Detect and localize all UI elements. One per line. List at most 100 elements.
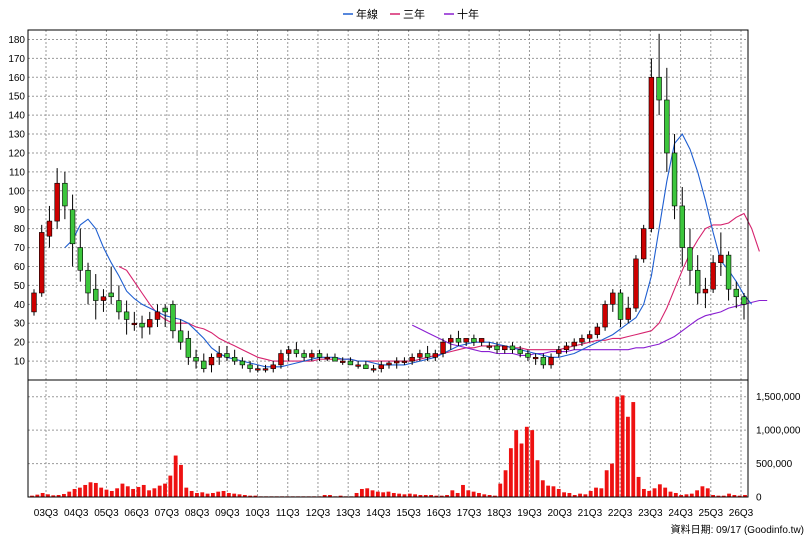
volume-bar bbox=[636, 476, 641, 497]
candle bbox=[640, 224, 647, 263]
candle bbox=[702, 277, 709, 309]
price-panel-frame bbox=[27, 29, 749, 381]
candle bbox=[710, 255, 716, 293]
candle bbox=[556, 345, 562, 358]
ma-3yr-line bbox=[118, 212, 760, 362]
candle bbox=[548, 353, 554, 369]
volume-bar bbox=[615, 396, 620, 497]
candle bbox=[401, 357, 408, 365]
candles bbox=[31, 33, 747, 373]
volume-bar bbox=[647, 490, 652, 497]
volume-bar bbox=[72, 488, 77, 497]
price-tick-label: 40 bbox=[14, 300, 26, 311]
candle-body-up bbox=[633, 258, 639, 309]
candle bbox=[85, 262, 91, 305]
volume-bar bbox=[413, 494, 418, 497]
volume-bar bbox=[216, 491, 221, 497]
candle-body-up bbox=[440, 341, 446, 354]
volume-bar bbox=[88, 482, 93, 497]
candle-body-up bbox=[131, 322, 138, 326]
candle bbox=[610, 289, 616, 312]
candle bbox=[633, 255, 639, 312]
volume-bar bbox=[673, 492, 678, 497]
volume-bar bbox=[620, 395, 625, 497]
price-tick-label: 10 bbox=[14, 357, 26, 368]
candle-body-down bbox=[656, 76, 662, 101]
volume-bar bbox=[743, 494, 747, 497]
price-tick-label: 70 bbox=[14, 243, 26, 254]
candle-body-up bbox=[548, 356, 554, 366]
volume-tick-label: 0 bbox=[756, 493, 762, 504]
volume-bar bbox=[56, 494, 61, 497]
price-tick-label: 100 bbox=[8, 186, 25, 197]
ma-10yr-line bbox=[411, 299, 768, 356]
candle bbox=[486, 342, 493, 350]
candle bbox=[139, 315, 145, 339]
volume-bar bbox=[732, 494, 737, 497]
volume-bar bbox=[556, 488, 561, 497]
volume-bar bbox=[418, 494, 423, 497]
candle bbox=[563, 342, 570, 354]
price-tick-label: 60 bbox=[14, 262, 26, 273]
volume-bar bbox=[727, 493, 731, 497]
volume-bar bbox=[83, 484, 88, 497]
candle-body-up bbox=[463, 338, 469, 343]
volume-bar bbox=[253, 495, 258, 497]
candle-body-up bbox=[324, 356, 330, 360]
candle bbox=[332, 353, 338, 362]
candle bbox=[579, 334, 585, 346]
grid bbox=[28, 30, 748, 497]
candle-body-down bbox=[517, 349, 523, 354]
volume-bar bbox=[40, 492, 45, 497]
x-tick-label: 03Q3 bbox=[34, 508, 59, 519]
volume-bar bbox=[423, 494, 428, 497]
x-tick-label: 04Q3 bbox=[64, 508, 89, 519]
candle-body-up bbox=[571, 341, 577, 347]
volume-bar bbox=[689, 493, 694, 497]
candle-body-up bbox=[710, 262, 716, 290]
x-tick-label: 25Q3 bbox=[699, 508, 724, 519]
candle bbox=[69, 194, 76, 267]
volume-bar bbox=[610, 463, 614, 497]
volume-bar bbox=[46, 494, 50, 497]
volume-bar bbox=[572, 494, 577, 497]
volume-bar bbox=[109, 490, 114, 497]
candle bbox=[62, 171, 68, 220]
volume-bars bbox=[30, 395, 747, 497]
candle-body-down bbox=[741, 296, 747, 305]
candle bbox=[46, 205, 53, 248]
candle-body-up bbox=[100, 296, 107, 301]
x-tick-label: 10Q3 bbox=[245, 508, 270, 519]
volume-bar bbox=[594, 487, 598, 497]
volume-bar bbox=[455, 492, 460, 497]
candle bbox=[671, 134, 678, 220]
candle bbox=[432, 349, 438, 362]
candle-body-up bbox=[640, 228, 647, 260]
candle bbox=[424, 345, 431, 362]
candle-body-down bbox=[679, 205, 685, 248]
volume-bar bbox=[439, 495, 444, 497]
candle bbox=[463, 338, 469, 346]
volume-bar bbox=[381, 492, 386, 497]
x-tick-label: 08Q3 bbox=[185, 508, 210, 519]
candle bbox=[162, 304, 168, 328]
candle bbox=[725, 251, 732, 301]
volume-bar bbox=[77, 487, 82, 497]
candle bbox=[664, 67, 670, 172]
volume-bar bbox=[461, 484, 465, 497]
volume-bar bbox=[429, 494, 433, 497]
volume-bar bbox=[482, 494, 487, 497]
candle-body-down bbox=[332, 356, 338, 362]
volume-bar bbox=[540, 480, 545, 497]
x-tick-label: 09Q3 bbox=[215, 508, 240, 519]
volume-bar bbox=[365, 488, 370, 497]
price-tick-label: 140 bbox=[8, 111, 25, 122]
candle-body-down bbox=[162, 307, 168, 313]
candle bbox=[239, 357, 246, 369]
volume-bar bbox=[407, 493, 412, 497]
candle-body-up bbox=[556, 349, 562, 354]
x-tick-label: 14Q3 bbox=[366, 508, 391, 519]
volume-bar bbox=[195, 492, 199, 497]
candle-body-up bbox=[378, 364, 384, 369]
candle-body-up bbox=[648, 76, 655, 229]
